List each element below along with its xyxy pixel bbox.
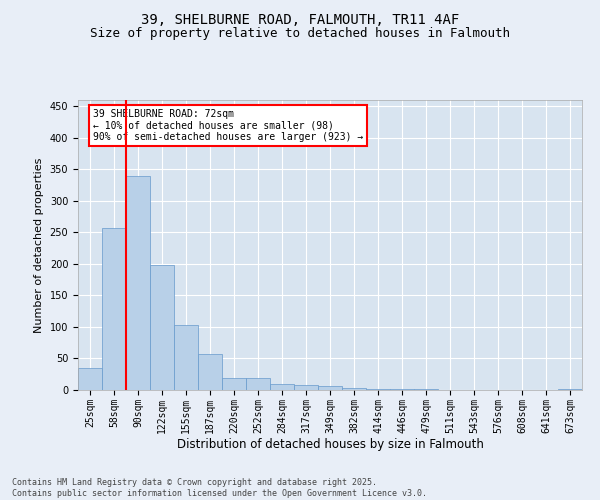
Bar	[294, 385, 318, 390]
Text: Size of property relative to detached houses in Falmouth: Size of property relative to detached ho…	[90, 28, 510, 40]
Bar	[246, 378, 270, 390]
Text: 39 SHELBURNE ROAD: 72sqm
← 10% of detached houses are smaller (98)
90% of semi-d: 39 SHELBURNE ROAD: 72sqm ← 10% of detach…	[93, 108, 364, 142]
Bar	[102, 228, 126, 390]
Bar	[150, 265, 174, 390]
Bar	[126, 176, 150, 390]
X-axis label: Distribution of detached houses by size in Falmouth: Distribution of detached houses by size …	[176, 438, 484, 452]
Bar	[270, 384, 294, 390]
Bar	[198, 354, 222, 390]
Bar	[222, 378, 246, 390]
Bar	[78, 368, 102, 390]
Bar	[318, 386, 342, 390]
Text: 39, SHELBURNE ROAD, FALMOUTH, TR11 4AF: 39, SHELBURNE ROAD, FALMOUTH, TR11 4AF	[141, 12, 459, 26]
Bar	[342, 388, 366, 390]
Bar	[366, 388, 390, 390]
Text: Contains HM Land Registry data © Crown copyright and database right 2025.
Contai: Contains HM Land Registry data © Crown c…	[12, 478, 427, 498]
Bar	[174, 325, 198, 390]
Y-axis label: Number of detached properties: Number of detached properties	[34, 158, 44, 332]
